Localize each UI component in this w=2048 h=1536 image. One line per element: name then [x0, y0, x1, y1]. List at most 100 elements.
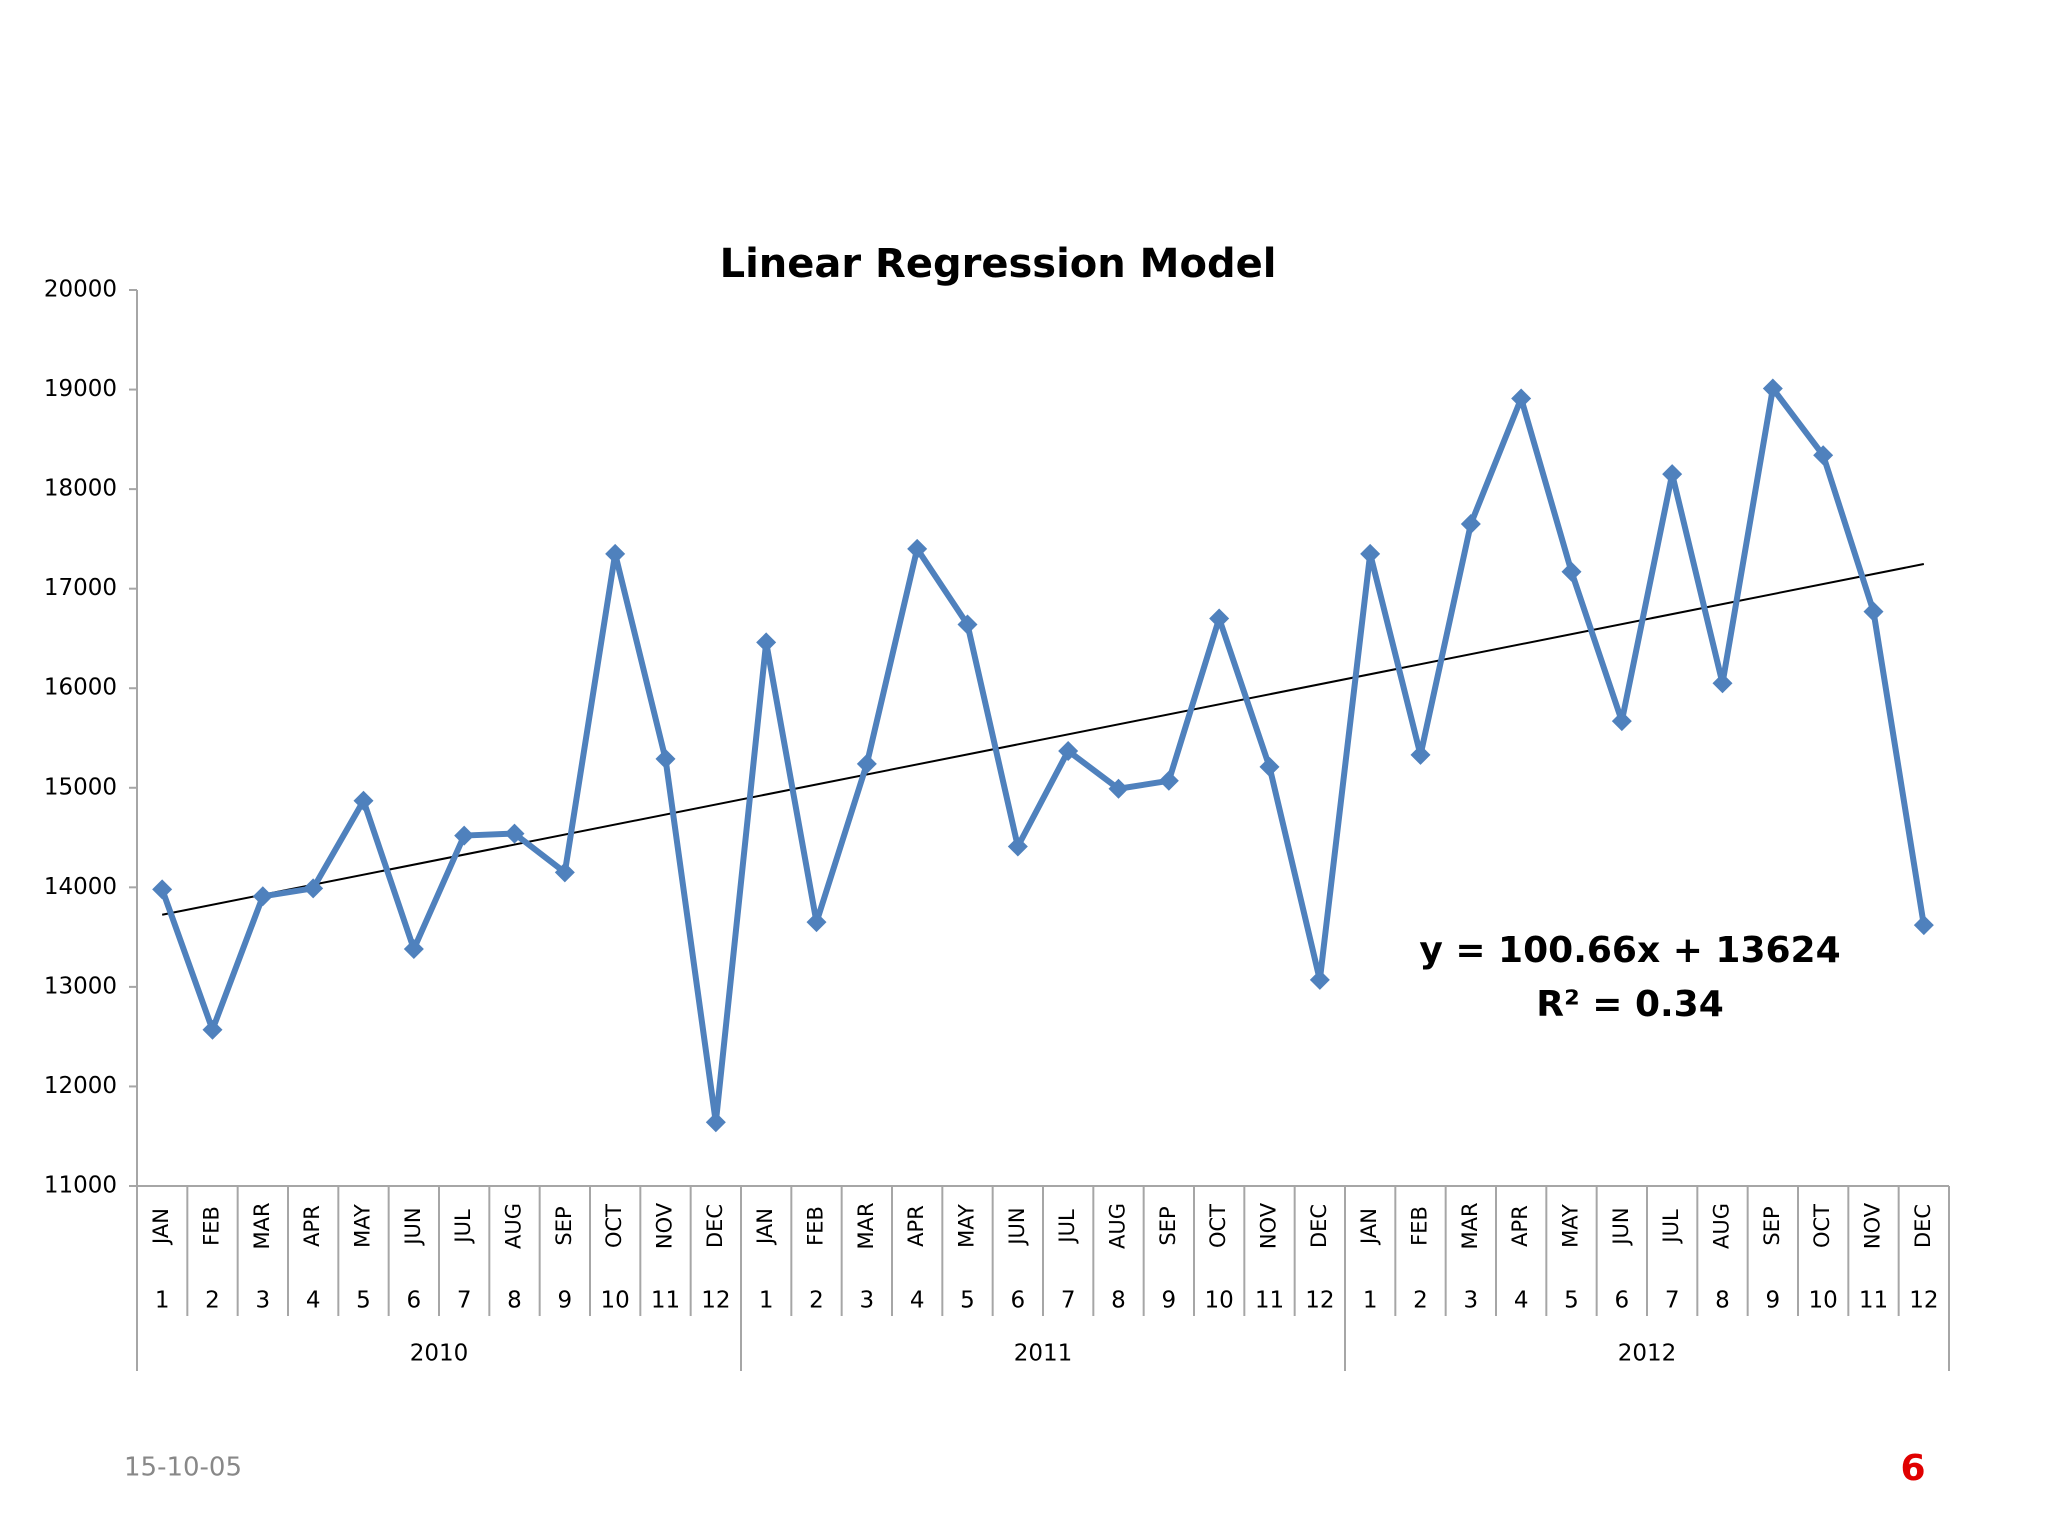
x-sub-label: 11	[1255, 1288, 1284, 1314]
x-tick-label: JUL	[1659, 1209, 1683, 1245]
x-tick-label: JUL	[1055, 1209, 1079, 1245]
x-sub-label: 10	[601, 1288, 630, 1314]
data-marker	[605, 543, 626, 564]
data-marker	[1158, 770, 1179, 791]
x-tick-label: AUG	[1710, 1203, 1734, 1249]
data-marker	[1662, 464, 1683, 485]
x-sub-label: 12	[1305, 1288, 1334, 1314]
x-sub-label: 4	[1514, 1288, 1529, 1314]
x-sub-label: 7	[1665, 1288, 1680, 1314]
group-label: 2012	[1618, 1341, 1677, 1367]
x-sub-label: 1	[759, 1288, 774, 1314]
data-marker	[1611, 711, 1632, 732]
x-sub-label: 9	[1162, 1288, 1177, 1314]
data-marker	[1108, 778, 1129, 799]
x-tick-label: FEB	[1408, 1206, 1432, 1246]
footer-date: 15-10-05	[124, 1453, 242, 1483]
x-tick-label: DEC	[1307, 1204, 1331, 1248]
y-tick-label: 19000	[44, 376, 117, 402]
trendline	[161, 563, 1925, 916]
data-marker	[454, 825, 475, 846]
data-marker	[907, 538, 928, 559]
y-tick-label: 20000	[44, 277, 117, 303]
x-sub-label: 11	[1859, 1288, 1888, 1314]
x-tick-label: MAR	[854, 1202, 878, 1249]
data-marker	[202, 1019, 223, 1040]
x-tick-label: OCT	[1206, 1204, 1230, 1248]
x-tick-label: DEC	[703, 1204, 727, 1248]
data-marker	[504, 823, 525, 844]
x-sub-label: 8	[1715, 1288, 1730, 1314]
x-sub-label: 6	[1615, 1288, 1630, 1314]
x-tick-label: MAY	[955, 1204, 979, 1248]
data-marker	[1561, 561, 1582, 582]
y-tick-label: 12000	[44, 1073, 117, 1099]
x-sub-label: 12	[701, 1288, 730, 1314]
x-tick-label: AUG	[502, 1203, 526, 1249]
x-sub-label: 3	[256, 1288, 271, 1314]
x-sub-label: 2	[1413, 1288, 1428, 1314]
x-sub-label: 12	[1909, 1288, 1938, 1314]
x-tick-label: MAR	[1458, 1202, 1482, 1249]
data-marker	[554, 862, 575, 883]
x-sub-label: 11	[651, 1288, 680, 1314]
x-tick-label: MAY	[1559, 1204, 1583, 1248]
data-marker	[655, 748, 676, 769]
x-tick-label: APR	[1508, 1205, 1532, 1247]
x-sub-label: 5	[960, 1288, 975, 1314]
group-label: 2010	[410, 1341, 469, 1367]
data-marker	[1762, 378, 1783, 399]
page-number: 6	[1900, 1448, 1925, 1489]
data-marker	[957, 614, 978, 635]
x-sub-label: 10	[1809, 1288, 1838, 1314]
x-tick-label: NOV	[1861, 1202, 1885, 1249]
x-tick-label: APR	[904, 1205, 928, 1247]
x-tick-label: NOV	[1257, 1202, 1281, 1249]
data-marker	[1360, 543, 1381, 564]
x-tick-label: OCT	[1810, 1204, 1834, 1248]
x-sub-label: 9	[558, 1288, 573, 1314]
x-sub-label: 4	[306, 1288, 321, 1314]
x-sub-label: 3	[1464, 1288, 1479, 1314]
data-marker	[806, 912, 827, 933]
y-tick-label: 15000	[44, 774, 117, 800]
data-marker	[252, 886, 273, 907]
x-tick-label: JUN	[1005, 1207, 1029, 1246]
x-tick-label: SEP	[552, 1206, 576, 1245]
data-marker	[1058, 740, 1079, 761]
x-sub-label: 8	[507, 1288, 522, 1314]
data-marker	[1410, 744, 1431, 765]
data-marker	[1309, 969, 1330, 990]
x-sub-label: 6	[1011, 1288, 1026, 1314]
x-sub-label: 5	[1564, 1288, 1579, 1314]
y-tick-label: 16000	[44, 675, 117, 701]
x-tick-label: SEP	[1156, 1206, 1180, 1245]
x-tick-label: AUG	[1106, 1203, 1130, 1249]
x-sub-label: 2	[809, 1288, 824, 1314]
data-marker	[152, 879, 173, 900]
x-tick-label: OCT	[602, 1204, 626, 1248]
x-tick-label: MAY	[351, 1204, 375, 1248]
x-sub-label: 4	[910, 1288, 925, 1314]
x-sub-label: 6	[407, 1288, 422, 1314]
x-sub-label: 3	[860, 1288, 875, 1314]
x-tick-label: JUN	[401, 1207, 425, 1246]
x-sub-label: 5	[356, 1288, 371, 1314]
data-marker	[1863, 601, 1884, 622]
x-tick-label: JAN	[1357, 1208, 1381, 1246]
x-tick-label: SEP	[1760, 1206, 1784, 1245]
chart-title: Linear Regression Model	[720, 241, 1277, 287]
x-tick-label: FEB	[804, 1206, 828, 1246]
x-sub-label: 10	[1205, 1288, 1234, 1314]
data-marker	[403, 939, 424, 960]
x-tick-label: NOV	[653, 1202, 677, 1249]
x-tick-label: DEC	[1911, 1204, 1935, 1248]
y-tick-label: 14000	[44, 874, 117, 900]
x-tick-label: JUL	[451, 1209, 475, 1245]
data-marker	[303, 878, 324, 899]
data-marker	[705, 1112, 726, 1133]
data-marker	[1813, 445, 1834, 466]
x-sub-label: 7	[457, 1288, 472, 1314]
x-tick-label: JUN	[1609, 1207, 1633, 1246]
